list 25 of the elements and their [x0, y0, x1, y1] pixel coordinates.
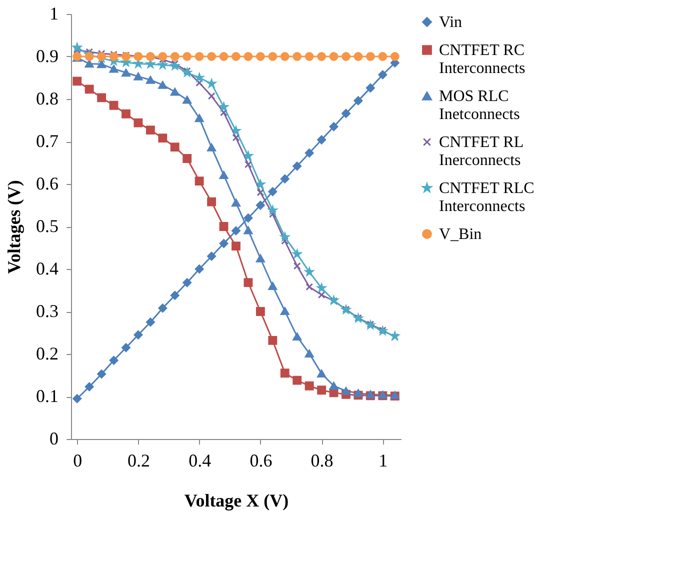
x-tick-label: 0.8	[310, 450, 334, 470]
legend-label: CNTFET RLC Interconnects	[439, 180, 534, 215]
x-tick-label: 0.4	[188, 450, 212, 470]
y-tick-label: 0.5	[36, 216, 58, 236]
x-tick-label: 0.2	[127, 450, 150, 470]
x-axis-title: Voltage X (V)	[184, 490, 289, 510]
legend-label: CNTFET RL Inerconnects	[439, 134, 524, 169]
y-tick-label: 0.1	[36, 386, 58, 406]
y-tick-label: 0	[50, 428, 58, 448]
y-tick-label: 0.6	[36, 174, 58, 194]
x-tick-label: 0.6	[250, 450, 272, 470]
y-tick-label: 0.9	[36, 46, 58, 66]
x-tick-label: 0	[73, 450, 82, 470]
y-tick-label: 1	[50, 4, 58, 24]
y-tick-label: 0.3	[36, 301, 58, 321]
y-tick-label: 0.4	[36, 258, 58, 278]
legend-label: Vin	[439, 14, 462, 31]
x-tick-label: 1	[378, 450, 388, 470]
legend-label: V_Bin	[439, 226, 482, 243]
legend-label: CNTFET RC Interconnects	[439, 42, 526, 77]
y-axis-title: Voltages (V)	[4, 180, 24, 274]
y-tick-label: 0.2	[36, 344, 58, 364]
y-tick-label: 0.7	[36, 131, 58, 151]
y-tick-label: 0.8	[36, 88, 58, 108]
legend-label: MOS RLC Inetconnects	[439, 88, 520, 123]
